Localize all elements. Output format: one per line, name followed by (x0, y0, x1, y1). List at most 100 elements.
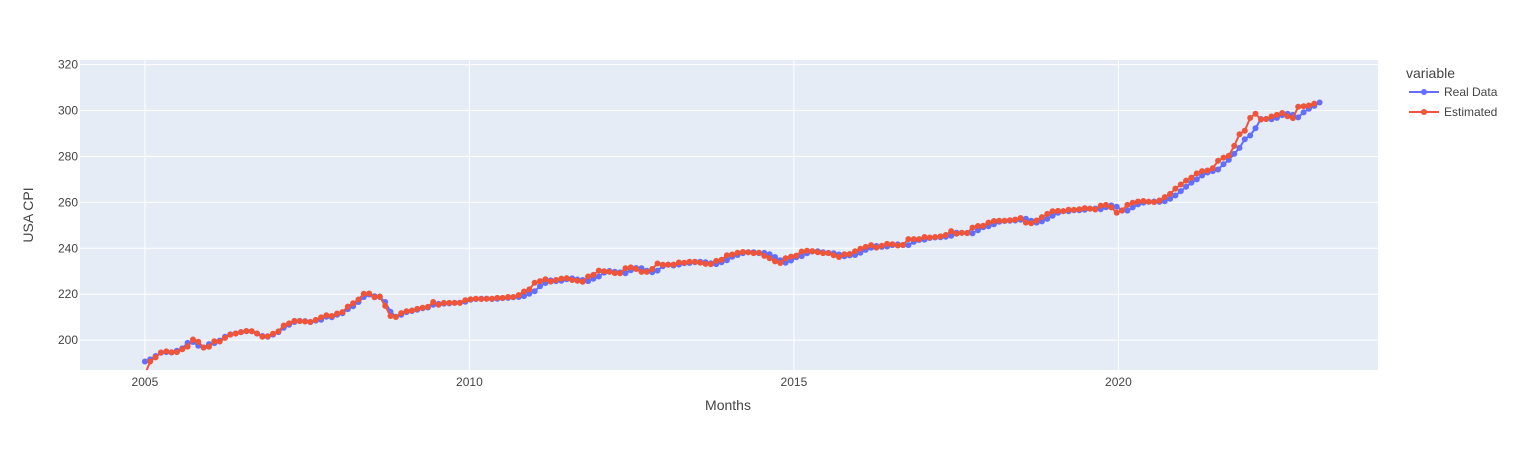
data-point-estimated[interactable] (958, 229, 965, 236)
data-point-estimated[interactable] (1284, 113, 1291, 120)
data-point-estimated[interactable] (1305, 102, 1312, 109)
data-point-estimated[interactable] (307, 319, 314, 325)
data-point-real-data[interactable] (654, 267, 661, 274)
data-point-estimated[interactable] (1177, 181, 1184, 188)
data-point-estimated[interactable] (942, 232, 949, 238)
data-point-estimated[interactable] (665, 261, 672, 268)
data-point-estimated[interactable] (355, 296, 362, 303)
data-point-estimated[interactable] (745, 249, 752, 256)
data-point-estimated[interactable] (334, 310, 341, 317)
data-point-estimated[interactable] (312, 316, 319, 323)
data-point-estimated[interactable] (1049, 208, 1056, 215)
data-point-estimated[interactable] (980, 222, 987, 229)
data-point-estimated[interactable] (1311, 100, 1318, 107)
data-point-estimated[interactable] (510, 294, 517, 300)
data-point-estimated[interactable] (569, 277, 576, 283)
data-point-estimated[interactable] (595, 267, 602, 274)
data-point-estimated[interactable] (489, 295, 495, 302)
data-point-estimated[interactable] (1167, 190, 1174, 197)
data-point-real-data[interactable] (521, 293, 527, 300)
data-point-real-data[interactable] (1231, 150, 1238, 157)
data-point-estimated[interactable] (1087, 205, 1093, 212)
data-point-real-data[interactable] (595, 273, 602, 280)
data-point-estimated[interactable] (825, 250, 832, 257)
data-point-estimated[interactable] (579, 278, 586, 285)
data-point-estimated[interactable] (836, 254, 842, 260)
data-point-estimated[interactable] (248, 328, 255, 335)
data-point-estimated[interactable] (654, 260, 661, 267)
data-point-estimated[interactable] (264, 333, 271, 340)
data-point-estimated[interactable] (948, 228, 955, 235)
data-point-real-data[interactable] (531, 288, 538, 295)
data-point-estimated[interactable] (323, 312, 330, 319)
data-point-estimated[interactable] (152, 354, 159, 361)
data-point-estimated[interactable] (211, 338, 218, 345)
data-point-estimated[interactable] (585, 273, 592, 280)
data-point-real-data[interactable] (1199, 172, 1206, 179)
data-point-estimated[interactable] (227, 331, 234, 338)
data-point-estimated[interactable] (456, 299, 463, 306)
data-point-estimated[interactable] (1231, 142, 1238, 149)
data-point-estimated[interactable] (777, 260, 784, 266)
data-point-estimated[interactable] (1092, 206, 1099, 213)
data-point-estimated[interactable] (1215, 157, 1222, 164)
data-point-estimated[interactable] (905, 236, 912, 243)
data-point-estimated[interactable] (291, 317, 298, 324)
data-point-estimated[interactable] (964, 230, 971, 237)
data-point-estimated[interactable] (398, 310, 405, 317)
data-point-estimated[interactable] (1119, 207, 1125, 214)
data-point-estimated[interactable] (537, 278, 543, 285)
data-point-estimated[interactable] (718, 256, 725, 263)
data-point-real-data[interactable] (1236, 144, 1243, 151)
data-point-real-data[interactable] (1124, 207, 1131, 214)
data-point-real-data[interactable] (723, 257, 730, 264)
data-point-estimated[interactable] (302, 318, 309, 325)
data-point-estimated[interactable] (563, 275, 570, 282)
data-point-estimated[interactable] (916, 236, 923, 243)
data-point-real-data[interactable] (1188, 179, 1195, 186)
data-point-estimated[interactable] (243, 328, 250, 334)
data-point-estimated[interactable] (686, 258, 693, 265)
data-point-estimated[interactable] (259, 333, 266, 340)
data-point-real-data[interactable] (585, 278, 592, 285)
data-point-estimated[interactable] (691, 258, 698, 265)
data-point-estimated[interactable] (216, 338, 223, 345)
data-point-estimated[interactable] (339, 309, 346, 316)
data-point-estimated[interactable] (366, 290, 373, 297)
data-point-real-data[interactable] (798, 253, 805, 260)
data-point-estimated[interactable] (376, 293, 383, 300)
data-point-estimated[interactable] (1247, 114, 1254, 121)
data-point-estimated[interactable] (483, 295, 490, 302)
data-point-estimated[interactable] (1038, 214, 1045, 221)
data-point-estimated[interactable] (675, 259, 682, 266)
data-point-real-data[interactable] (905, 242, 912, 249)
data-point-estimated[interactable] (344, 303, 351, 310)
data-point-estimated[interactable] (1103, 201, 1109, 208)
data-point-estimated[interactable] (910, 236, 917, 243)
data-point-estimated[interactable] (1156, 197, 1163, 204)
data-point-estimated[interactable] (606, 268, 613, 275)
data-point-estimated[interactable] (921, 234, 928, 240)
data-point-estimated[interactable] (1129, 199, 1136, 206)
data-point-estimated[interactable] (841, 251, 848, 258)
data-point-estimated[interactable] (1199, 168, 1206, 175)
data-point-estimated[interactable] (254, 330, 260, 337)
data-point-estimated[interactable] (1017, 215, 1024, 221)
data-point-estimated[interactable] (889, 241, 896, 248)
data-point-estimated[interactable] (681, 259, 688, 266)
data-point-estimated[interactable] (462, 297, 469, 304)
data-point-estimated[interactable] (558, 275, 565, 282)
data-point-estimated[interactable] (1273, 111, 1280, 118)
data-point-estimated[interactable] (1140, 198, 1147, 204)
data-point-estimated[interactable] (1263, 116, 1270, 122)
data-point-real-data[interactable] (782, 259, 789, 266)
data-point-estimated[interactable] (206, 343, 212, 350)
data-point-estimated[interactable] (659, 261, 666, 268)
data-point-real-data[interactable] (1225, 156, 1232, 163)
data-point-real-data[interactable] (974, 227, 981, 234)
data-point-estimated[interactable] (1279, 110, 1286, 116)
data-point-estimated[interactable] (702, 260, 709, 267)
data-point-estimated[interactable] (200, 344, 207, 351)
data-point-estimated[interactable] (1076, 206, 1083, 213)
data-point-estimated[interactable] (163, 348, 170, 355)
